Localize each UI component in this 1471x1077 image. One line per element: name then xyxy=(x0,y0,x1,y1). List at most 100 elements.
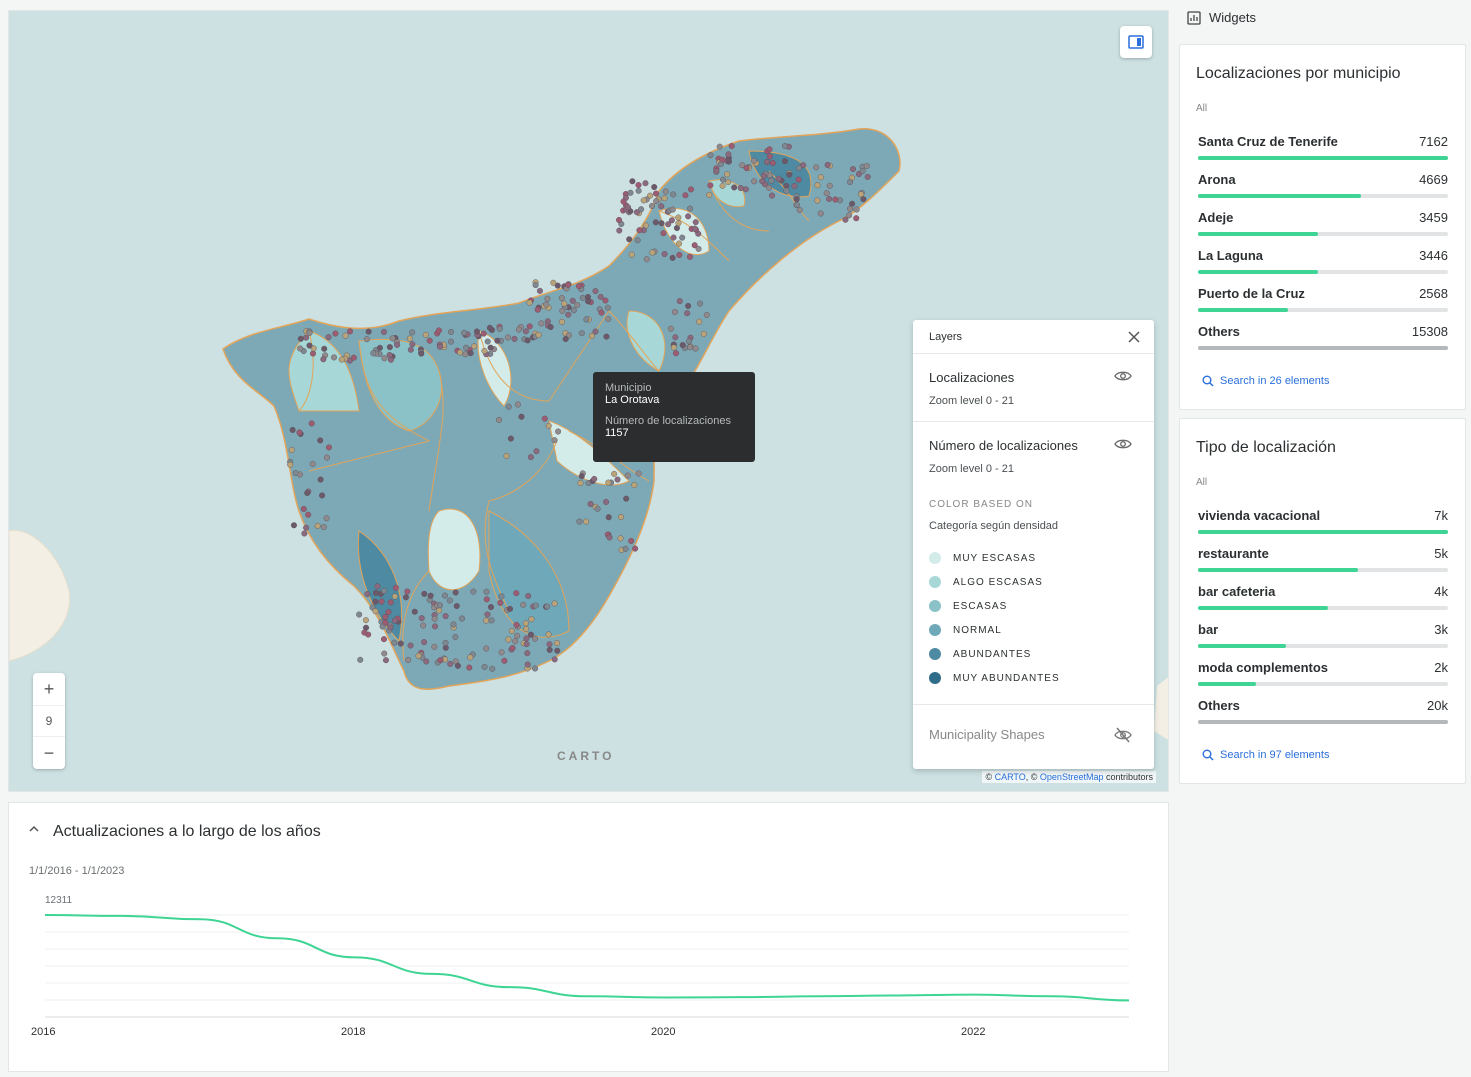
location-point xyxy=(528,616,535,623)
location-point xyxy=(325,444,332,451)
zoom-out-button[interactable]: − xyxy=(43,742,55,763)
location-point xyxy=(411,608,418,615)
visibility-icon[interactable] xyxy=(1114,438,1132,450)
location-point xyxy=(350,354,357,361)
location-point xyxy=(470,588,477,595)
location-point xyxy=(525,592,532,599)
location-point xyxy=(421,639,428,646)
category-row[interactable]: bar cafeteria 4k xyxy=(1198,584,1448,622)
series-line xyxy=(44,914,1130,1002)
location-point xyxy=(487,344,494,351)
location-point xyxy=(635,182,642,189)
location-points xyxy=(287,143,871,672)
location-point xyxy=(481,663,488,670)
category-row[interactable]: restaurante 5k xyxy=(1198,546,1448,584)
location-point xyxy=(751,178,758,185)
category-row[interactable]: La Laguna 3446 xyxy=(1198,248,1448,286)
category-row[interactable]: bar 3k xyxy=(1198,622,1448,660)
location-point xyxy=(551,437,558,444)
location-point xyxy=(667,325,674,332)
chevron-up-icon[interactable] xyxy=(29,825,39,833)
category-row[interactable]: moda complementos 2k xyxy=(1198,660,1448,698)
location-point xyxy=(685,338,692,345)
location-point xyxy=(719,156,726,163)
layer-numero-localizaciones[interactable]: Número de localizaciones Zoom level 0 - … xyxy=(913,422,1154,705)
category-row[interactable]: Others 15308 xyxy=(1198,324,1448,362)
municipality-boundary xyxy=(298,330,314,412)
zoom-in-button[interactable]: + xyxy=(43,678,55,699)
location-point xyxy=(579,294,586,301)
location-point xyxy=(409,341,416,348)
carto-link[interactable]: CARTO xyxy=(994,772,1026,782)
location-point xyxy=(306,329,313,336)
layer-title: Municipality Shapes xyxy=(929,727,1045,742)
location-point xyxy=(670,191,677,198)
location-point xyxy=(422,331,429,338)
location-point xyxy=(523,635,530,642)
x-tick-label: 2016 xyxy=(31,1026,55,1038)
category-row[interactable]: Adeje 3459 xyxy=(1198,210,1448,248)
municipality-region[interactable] xyxy=(358,338,443,432)
location-point xyxy=(385,609,392,616)
legend-item: ESCASAS xyxy=(929,594,1138,618)
osm-link[interactable]: OpenStreetMap xyxy=(1039,772,1104,782)
category-bar-track xyxy=(1198,530,1448,534)
location-point xyxy=(297,345,304,352)
location-point xyxy=(471,343,478,350)
attribution-middle: , © xyxy=(1025,772,1040,782)
visibility-off-icon[interactable] xyxy=(1114,727,1132,743)
layers-toggle-button[interactable] xyxy=(1120,26,1152,58)
location-point xyxy=(795,165,802,172)
category-row[interactable]: vivienda vacacional 7k xyxy=(1198,508,1448,546)
location-point xyxy=(442,613,449,620)
location-point xyxy=(725,158,732,165)
category-row[interactable]: Puerto de la Cruz 2568 xyxy=(1198,286,1448,324)
category-row[interactable]: Others 20k xyxy=(1198,698,1448,736)
location-point xyxy=(565,281,572,288)
legend-swatch xyxy=(929,672,941,684)
municipality-region[interactable] xyxy=(427,508,481,591)
legend-label: ABUNDANTES xyxy=(953,648,1032,660)
location-point xyxy=(676,240,683,247)
visibility-icon[interactable] xyxy=(1114,370,1132,382)
location-point xyxy=(570,307,577,314)
location-point xyxy=(526,323,533,330)
location-point xyxy=(616,227,623,234)
location-point xyxy=(577,480,584,487)
location-point xyxy=(405,656,412,663)
location-point xyxy=(817,210,824,217)
layer-localizaciones[interactable]: Localizaciones Zoom level 0 - 21 xyxy=(913,354,1154,422)
category-list: vivienda vacacional 7k restaurante 5k bar ca… xyxy=(1198,508,1448,736)
location-point xyxy=(585,298,592,305)
search-link[interactable]: Search in 97 elements xyxy=(1202,749,1329,761)
map-canvas[interactable] xyxy=(9,11,1169,792)
location-point xyxy=(382,619,389,626)
neighbor-island-east xyxy=(1154,677,1168,740)
location-point xyxy=(695,245,702,252)
category-row[interactable]: Arona 4669 xyxy=(1198,172,1448,210)
close-icon[interactable] xyxy=(1128,330,1140,343)
municipality-boundary xyxy=(548,310,610,402)
location-point xyxy=(533,448,540,455)
search-link[interactable]: Search in 26 elements xyxy=(1202,375,1329,387)
location-point xyxy=(448,328,455,335)
location-point xyxy=(731,184,738,191)
map-view[interactable]: + 9 − CARTO © CARTO, © OpenStreetMap con… xyxy=(8,10,1169,792)
location-point xyxy=(513,590,520,597)
location-point xyxy=(614,476,621,483)
location-point xyxy=(527,631,534,638)
location-point xyxy=(483,617,490,624)
location-point xyxy=(287,461,294,468)
location-point xyxy=(387,624,394,631)
category-row[interactable]: Santa Cruz de Tenerife 7162 xyxy=(1198,134,1448,172)
location-point xyxy=(308,420,315,427)
widget-filter: All xyxy=(1196,103,1208,114)
location-point xyxy=(536,287,543,294)
location-point xyxy=(498,649,505,656)
layer-municipality-shapes[interactable]: Municipality Shapes xyxy=(913,705,1154,756)
layer-title: Localizaciones xyxy=(929,370,1015,385)
location-point xyxy=(511,335,518,342)
location-point xyxy=(402,594,409,601)
location-point xyxy=(483,645,490,652)
timeseries-chart[interactable]: 12311 2016 2018 2020 2022 xyxy=(9,887,1168,1067)
